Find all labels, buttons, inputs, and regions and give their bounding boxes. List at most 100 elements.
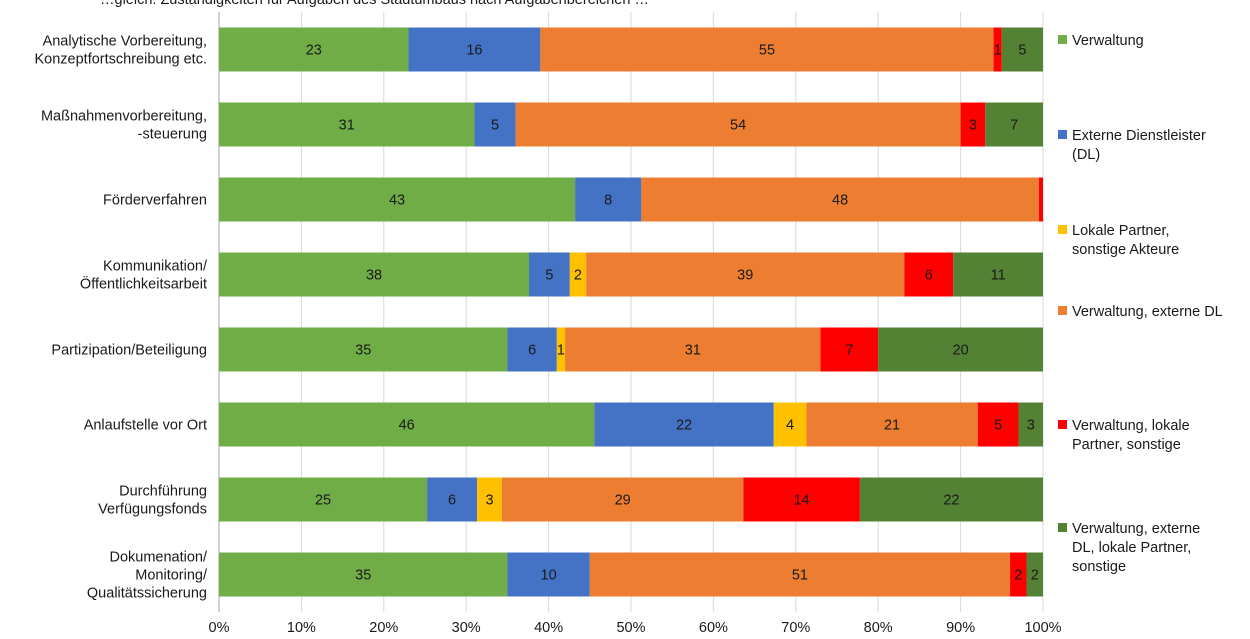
x-tick-label: 20% (369, 620, 398, 636)
legend-label: Verwaltung (1072, 33, 1144, 49)
data-label: 55 (759, 43, 775, 59)
bar-segment (594, 402, 774, 447)
data-label: 3 (485, 493, 493, 509)
legend-swatch (1058, 523, 1067, 532)
bar-segment (859, 477, 1043, 522)
legend-swatch (1058, 306, 1067, 315)
data-label: 16 (466, 43, 482, 59)
bar-segment (985, 102, 1043, 147)
data-label: 48 (832, 193, 848, 209)
legend-swatch (1058, 420, 1067, 429)
legend-swatch (1058, 130, 1067, 139)
data-label: 6 (925, 268, 933, 284)
data-label: 54 (730, 118, 746, 134)
legend-swatch (1058, 35, 1067, 44)
data-label: 14 (794, 493, 810, 509)
data-label: 22 (943, 493, 959, 509)
legend-swatch (1058, 225, 1067, 234)
data-label: 3 (969, 118, 977, 134)
bar-segment (1026, 552, 1043, 597)
data-label: 4 (786, 418, 794, 434)
legend-label: Externe Dienstleister (DL) (1072, 128, 1206, 163)
bar-segment (569, 252, 587, 297)
bar-segment (408, 27, 541, 72)
bar-segment (743, 477, 860, 522)
bar-segment (960, 102, 986, 147)
data-label: 5 (545, 268, 553, 284)
bar-segment (507, 327, 557, 372)
bar-segment (589, 552, 1011, 597)
x-tick-label: 10% (287, 620, 316, 636)
category-label: Anlaufstelle vor Ort (84, 418, 207, 434)
bar-segment (993, 27, 1002, 72)
data-label: 31 (339, 118, 355, 134)
bar-segment (219, 402, 595, 447)
x-tick-label: 50% (616, 620, 645, 636)
bar-segment (586, 252, 905, 297)
bar-segment (219, 552, 508, 597)
chart-title: …gleich: Zuständigkeiten für Aufgaben de… (100, 0, 649, 8)
data-label: 7 (845, 343, 853, 359)
data-label: 1 (557, 343, 565, 359)
bar-segment (953, 252, 1043, 297)
data-label: 5 (1018, 43, 1026, 59)
legend-label: Verwaltung, lokale Partner, sonstige (1072, 418, 1190, 453)
bar-segment (427, 477, 478, 522)
data-label: 38 (366, 268, 382, 284)
x-tick-label: 70% (781, 620, 810, 636)
data-label: 23 (306, 43, 322, 59)
data-label: 5 (994, 418, 1002, 434)
bar-segment (219, 177, 576, 222)
category-label: Partizipation/Beteiligung (51, 343, 207, 359)
bar-segment (501, 477, 744, 522)
x-tick-label: 0% (209, 620, 230, 636)
bar-segment (507, 552, 590, 597)
data-label: 20 (953, 343, 969, 359)
x-tick-label: 80% (864, 620, 893, 636)
category-axis: Analytische Vorbereitung, Konzeptfortschr… (35, 34, 208, 602)
data-label: 1 (994, 43, 1002, 59)
data-label: 2 (1014, 568, 1022, 584)
bar-segment (1038, 177, 1043, 222)
legend-label: Verwaltung, externe DL, lokale Partner, so… (1072, 521, 1200, 575)
bar-segment (977, 402, 1019, 447)
x-tick-label: 90% (946, 620, 975, 636)
bar-segment (529, 252, 570, 297)
bar-segment (556, 327, 566, 372)
data-label: 51 (792, 568, 808, 584)
bar-segment (515, 102, 961, 147)
data-label: 35 (355, 343, 371, 359)
category-label: Maßnahmenvorbereitung, -steuerung (41, 109, 207, 143)
bars (219, 27, 1043, 597)
bar-segment (575, 177, 642, 222)
bar-segment (219, 102, 475, 147)
data-label: 11 (991, 268, 1006, 284)
category-label: Dokumenation/Monitoring/Qualitätssicheru… (87, 550, 208, 602)
bar-segment (820, 327, 879, 372)
x-tick-label: 100% (1024, 620, 1061, 636)
legend-label: Verwaltung, externe DL (1072, 304, 1223, 320)
data-label: 2 (1031, 568, 1039, 584)
bar-segment (641, 177, 1039, 222)
category-label: Analytische Vorbereitung, Konzeptfortschr… (35, 34, 208, 68)
data-label: 35 (355, 568, 371, 584)
data-label: 43 (389, 193, 405, 209)
bar-segment (565, 327, 821, 372)
value-axis: 0% 10% 20% 30% 40% 50% 60% 70% 80% 90% 100% (209, 620, 1062, 636)
bar-segment (1018, 402, 1043, 447)
bar-segment (1001, 27, 1043, 72)
data-label: 21 (884, 418, 900, 434)
category-label: Durchführung Verfügungsfonds (98, 484, 207, 518)
bar-segment (219, 27, 409, 72)
category-label: Kommunikation/Öffentlichkeitsarbeit (80, 259, 208, 293)
x-tick-label: 60% (699, 620, 728, 636)
gridlines (218, 12, 1044, 612)
bar-segment (1010, 552, 1027, 597)
legend-label: Lokale Partner, sonstige Akteure (1072, 223, 1179, 258)
bar-segment (773, 402, 807, 447)
bar-segment (219, 477, 428, 522)
x-tick-label: 40% (534, 620, 563, 636)
data-label: 10 (541, 568, 557, 584)
